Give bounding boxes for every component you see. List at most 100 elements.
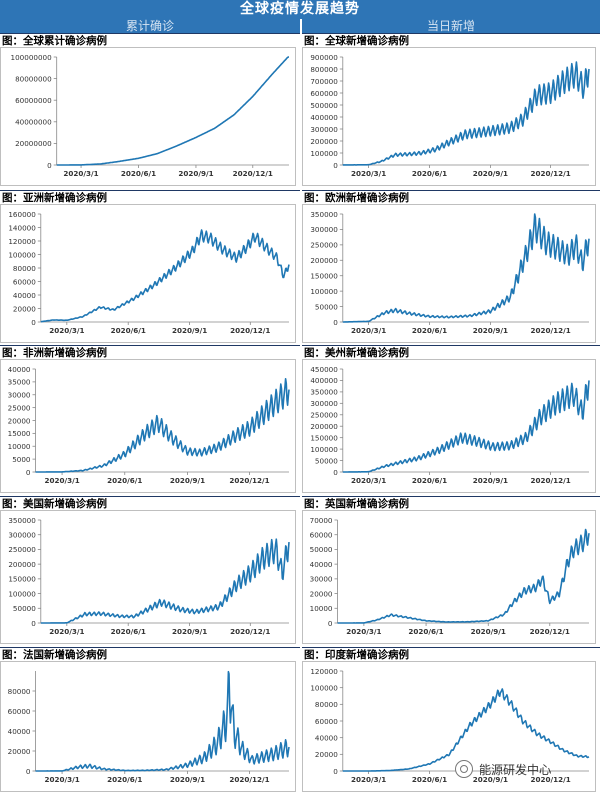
chart-panel-usa-daily: 图：美国新增确诊病例 0 50000 100000 150000 200000 250000… xyxy=(0,496,300,646)
y-tick-label: 250000 xyxy=(310,411,338,420)
y-tick-label: 0 xyxy=(333,161,338,170)
x-tick-label: 2020/9/1 xyxy=(473,326,508,335)
column-header-daily: 当日新增 xyxy=(302,19,600,33)
chart-title: 图：法国新增确诊病例 xyxy=(0,647,300,661)
y-tick-label: 0 xyxy=(333,767,338,776)
y-tick-label: 80000 xyxy=(8,687,31,696)
y-tick-label: 20000000 xyxy=(15,139,52,148)
x-tick-label: 2020/3/1 xyxy=(346,627,381,636)
line-chart: 0 50000 100000 150000 200000 250000 300000 3500… xyxy=(310,210,590,335)
series-line xyxy=(40,538,290,624)
y-tick-label: 500000 xyxy=(310,101,338,110)
y-tick-label: 0 xyxy=(31,619,36,628)
y-tick-label: 120000 xyxy=(310,667,338,676)
y-tick-label: 200000 xyxy=(8,560,36,569)
y-tick-label: 200000 xyxy=(310,137,338,146)
x-tick-label: 2020/6/1 xyxy=(121,169,156,178)
y-tick-label: 150000 xyxy=(8,575,36,584)
line-chart: 0 20000 40000 60000 80000 2020/3/1 2020/6/1 202… xyxy=(8,670,290,784)
x-tick-label: 2020/3/1 xyxy=(351,775,386,784)
y-tick-label: 100000000 xyxy=(11,53,53,62)
x-tick-label: 2020/9/1 xyxy=(170,775,205,784)
y-tick-label: 100000 xyxy=(8,250,36,259)
x-tick-label: 2020/9/1 xyxy=(172,326,207,335)
y-tick-label: 40000 xyxy=(13,291,36,300)
y-tick-label: 250000 xyxy=(8,545,36,554)
y-tick-label: 0 xyxy=(26,767,31,776)
chart-frame: 0 20000 40000 60000 80000 100000 120000 140000 1… xyxy=(0,204,296,343)
chart-title: 图：美州新增确诊病例 xyxy=(302,345,600,359)
chart-panel-global-daily: 图：全球新增确诊病例 0 100000 200000 300000 400000 50000… xyxy=(302,33,600,188)
chart-frame: 0 20000 40000 60000 80000 2020/3/1 2020/6/1 202… xyxy=(0,661,296,792)
y-tick-label: 350000 xyxy=(310,388,338,397)
y-tick-label: 100000 xyxy=(310,149,338,158)
line-chart: 0 5000 10000 15000 20000 25000 30000 35000 40000… xyxy=(8,365,290,485)
y-tick-label: 20000 xyxy=(13,304,36,313)
y-tick-label: 300000 xyxy=(310,225,338,234)
y-tick-label: 100000 xyxy=(310,287,338,296)
chart-title: 图：全球累计确诊病例 xyxy=(0,33,300,47)
y-tick-label: 150000 xyxy=(310,272,338,281)
y-tick-label: 300000 xyxy=(310,399,338,408)
series-line xyxy=(337,528,590,624)
y-tick-label: 40000 xyxy=(8,365,31,374)
line-chart: 0 20000 40000 60000 80000 100000 120000 140000 1… xyxy=(8,210,290,335)
series-line xyxy=(56,56,290,166)
y-tick-label: 10000 xyxy=(8,442,31,451)
y-tick-label: 20000 xyxy=(310,589,333,598)
y-tick-label: 60000 xyxy=(13,277,36,286)
x-tick-label: 2020/6/1 xyxy=(111,627,146,636)
chart-title: 图：亚洲新增确诊病例 xyxy=(0,190,300,204)
x-tick-label: 2020/3/1 xyxy=(44,775,79,784)
y-tick-label: 80000 xyxy=(13,264,36,273)
chart-panel-africa-daily: 图：非洲新增确诊病例 0 5000 10000 15000 20000 25000 30000… xyxy=(0,345,300,495)
chart-panel-americas-daily: 图：美州新增确诊病例 0 50000 100000 150000 200000 250000… xyxy=(302,345,600,495)
y-tick-label: 400000 xyxy=(310,376,338,385)
y-tick-label: 60000 xyxy=(315,717,338,726)
y-tick-label: 50000 xyxy=(13,604,36,613)
chart-title: 图：欧洲新增确诊病例 xyxy=(302,190,600,204)
line-chart: 0 50000 100000 150000 200000 250000 300000 3500… xyxy=(310,365,590,485)
watermark: 能源研发中心 xyxy=(455,759,551,779)
y-tick-label: 200000 xyxy=(310,256,338,265)
y-tick-label: 40000 xyxy=(310,560,333,569)
y-tick-label: 120000 xyxy=(8,237,36,246)
y-tick-label: 20000 xyxy=(315,750,338,759)
y-tick-label: 100000 xyxy=(310,683,338,692)
y-tick-label: 50000 xyxy=(310,545,333,554)
x-tick-label: 2020/3/1 xyxy=(49,326,84,335)
y-tick-label: 80000 xyxy=(315,700,338,709)
x-tick-label: 2020/12/1 xyxy=(233,169,273,178)
x-tick-label: 2020/12/1 xyxy=(230,326,270,335)
x-tick-label: 2020/3/1 xyxy=(63,169,98,178)
y-tick-label: 30000 xyxy=(310,575,333,584)
chart-frame: 0 10000 20000 30000 40000 50000 60000 70000 2020… xyxy=(302,510,596,644)
line-chart: 0 100000 200000 300000 400000 500000 600000 700… xyxy=(310,53,590,178)
x-tick-label: 2020/6/1 xyxy=(412,775,447,784)
series-line xyxy=(342,61,590,166)
y-tick-label: 80000000 xyxy=(15,74,52,83)
y-tick-label: 140000 xyxy=(8,223,36,232)
x-tick-label: 2020/12/1 xyxy=(530,476,570,485)
line-chart: 0 20000 40000 60000 80000 100000 120000 2020/3/… xyxy=(310,667,590,784)
y-tick-label: 350000 xyxy=(310,210,338,219)
y-tick-label: 300000 xyxy=(310,125,338,134)
y-tick-label: 450000 xyxy=(310,365,338,374)
x-tick-label: 2020/9/1 xyxy=(471,627,506,636)
y-tick-label: 25000 xyxy=(8,403,31,412)
y-tick-label: 15000 xyxy=(8,429,31,438)
y-tick-label: 150000 xyxy=(310,433,338,442)
y-tick-label: 40000 xyxy=(315,733,338,742)
chart-panel-india-daily: 图：印度新增确诊病例 0 20000 40000 60000 80000 100000 120… xyxy=(302,647,600,794)
y-tick-label: 0 xyxy=(26,468,31,477)
y-tick-label: 250000 xyxy=(310,241,338,250)
x-tick-label: 2020/12/1 xyxy=(530,775,570,784)
chart-frame: 0 50000 100000 150000 200000 250000 300000 3500… xyxy=(0,510,296,644)
y-tick-label: 20000 xyxy=(8,747,31,756)
y-tick-label: 100000 xyxy=(8,589,36,598)
y-tick-label: 50000 xyxy=(315,302,338,311)
chart-panel-france-daily: 图：法国新增确诊病例 0 20000 40000 60000 80000 2020/3/1 2… xyxy=(0,647,300,794)
chart-title: 图：非洲新增确诊病例 xyxy=(0,345,300,359)
y-tick-label: 200000 xyxy=(310,422,338,431)
chart-title: 图：美国新增确诊病例 xyxy=(0,496,300,510)
